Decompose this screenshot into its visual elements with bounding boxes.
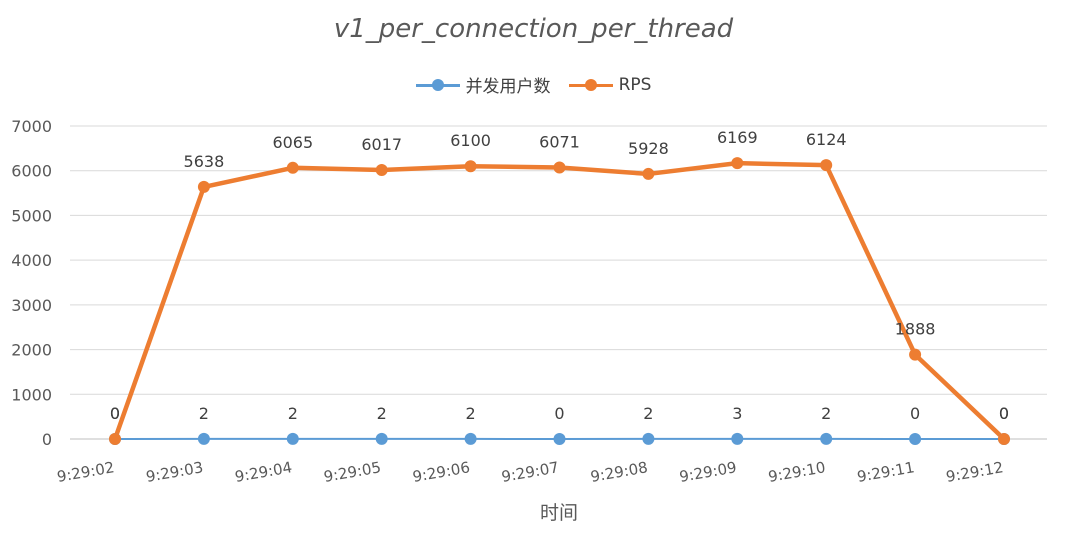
data-label-series-1: 2 xyxy=(821,404,831,423)
x-tick-label: 9:29:11 xyxy=(856,458,916,486)
data-label-series-2: 6100 xyxy=(450,131,491,150)
data-point-series-1 xyxy=(731,432,744,445)
data-label-series-2: 6071 xyxy=(539,133,580,152)
legend-swatch-series-1 xyxy=(415,78,460,92)
data-label-series-2: 5928 xyxy=(628,139,669,158)
y-tick-label: 5000 xyxy=(11,206,52,225)
data-label-series-2: 6169 xyxy=(717,128,758,147)
x-tick-label: 9:29:10 xyxy=(767,458,827,486)
y-tick-label: 0 xyxy=(42,430,52,449)
data-label-series-1: 2 xyxy=(377,404,387,423)
series-line-2 xyxy=(112,160,1006,441)
data-label-series-1: 3 xyxy=(732,404,742,423)
x-tick-label: 9:29:12 xyxy=(945,458,1005,486)
legend-swatch-series-2 xyxy=(568,78,613,92)
y-tick-label: 4000 xyxy=(11,251,52,270)
chart-title: v1_per_connection_per_thread xyxy=(333,14,734,44)
y-tick-label: 3000 xyxy=(11,296,52,315)
data-point-series-2 xyxy=(375,163,388,176)
legend: 并发用户数 RPS xyxy=(0,72,1067,97)
data-point-series-2 xyxy=(820,159,833,172)
y-tick-label: 2000 xyxy=(11,341,52,360)
data-label-series-2: 0 xyxy=(999,404,1009,423)
data-point-series-2 xyxy=(464,160,477,173)
legend-label-series-2: RPS xyxy=(618,74,652,95)
data-point-series-1 xyxy=(820,432,833,445)
data-label-series-1: 0 xyxy=(110,404,120,423)
data-point-series-1 xyxy=(464,432,477,445)
data-point-series-1 xyxy=(286,432,299,445)
data-label-series-1: 0 xyxy=(999,404,1009,423)
y-tick-label: 7000 xyxy=(11,117,52,136)
data-point-series-2 xyxy=(197,180,210,193)
x-tick-label: 9:29:09 xyxy=(678,458,738,486)
data-point-series-2 xyxy=(553,161,566,174)
legend-item-series-2: RPS xyxy=(568,74,652,95)
x-tick-label: 9:29:04 xyxy=(233,458,293,486)
x-tick-label: 9:29:07 xyxy=(500,458,560,486)
data-label-series-1: 2 xyxy=(199,404,209,423)
data-label-series-2: 1888 xyxy=(895,320,936,339)
data-label-series-2: 6065 xyxy=(272,133,313,152)
data-point-series-2 xyxy=(909,348,922,361)
data-point-series-2 xyxy=(731,157,744,170)
data-label-series-2: 0 xyxy=(110,404,120,423)
data-point-series-1 xyxy=(553,433,566,445)
y-tick-label: 1000 xyxy=(11,385,52,404)
data-label-series-1: 2 xyxy=(643,404,653,423)
x-tick-label: 9:29:05 xyxy=(322,458,382,486)
data-label-series-1: 0 xyxy=(910,404,920,423)
data-point-series-1 xyxy=(197,432,210,445)
y-tick-label: 6000 xyxy=(11,162,52,181)
data-point-series-2 xyxy=(642,167,655,180)
data-label-series-2: 6124 xyxy=(806,130,847,149)
x-tick-label: 9:29:06 xyxy=(411,458,471,486)
data-point-series-1 xyxy=(375,432,388,445)
data-point-series-1 xyxy=(909,433,922,445)
data-label-series-1: 2 xyxy=(288,404,298,423)
data-point-series-2 xyxy=(998,433,1010,445)
data-label-series-2: 6017 xyxy=(361,135,402,154)
legend-label-series-1: 并发用户数 xyxy=(465,77,551,97)
data-point-series-1 xyxy=(642,432,655,445)
data-point-series-2 xyxy=(109,433,121,445)
data-point-series-2 xyxy=(286,161,299,174)
data-label-series-1: 2 xyxy=(466,404,476,423)
x-tick-label: 9:29:08 xyxy=(589,458,649,486)
x-tick-label: 9:29:03 xyxy=(145,458,205,486)
x-tick-label: 9:29:02 xyxy=(56,458,116,486)
x-axis-label: 时间 xyxy=(540,502,578,524)
data-label-series-1: 0 xyxy=(554,404,564,423)
data-label-series-2: 5638 xyxy=(184,152,225,171)
legend-item-series-1: 并发用户数 xyxy=(415,72,551,97)
